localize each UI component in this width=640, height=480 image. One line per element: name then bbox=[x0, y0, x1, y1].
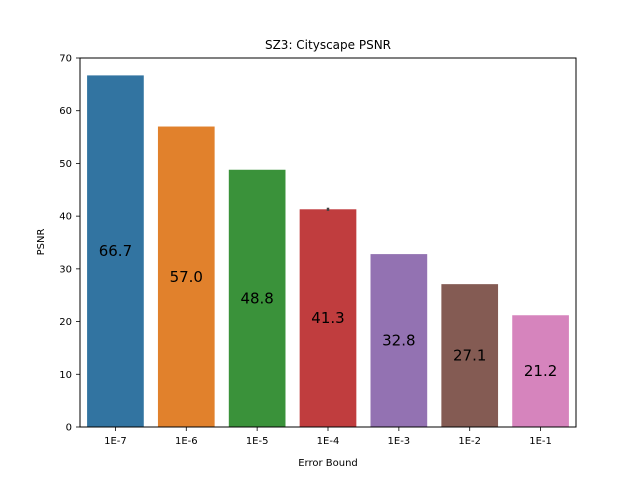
y-axis-title: PSNR bbox=[36, 229, 47, 256]
x-tick-label-1E-1: 1E-1 bbox=[529, 436, 552, 447]
x-axis-title: Error Bound bbox=[298, 458, 358, 469]
bar-1E-4 bbox=[299, 209, 357, 427]
y-tick-label-50: 50 bbox=[59, 159, 72, 170]
bar-1E-7 bbox=[87, 75, 144, 427]
x-tick-label-1E-3: 1E-3 bbox=[388, 436, 411, 447]
data-label-1E-6: 57.0 bbox=[170, 268, 203, 286]
y-tick-label-40: 40 bbox=[59, 212, 72, 223]
y-tick-label-0: 0 bbox=[66, 423, 72, 434]
bar-1E-1 bbox=[512, 315, 569, 427]
x-tick-label-1E-7: 1E-7 bbox=[104, 436, 127, 447]
y-tick-label-30: 30 bbox=[59, 264, 72, 275]
plot-frame bbox=[79, 57, 577, 428]
data-label-1E-4: 41.3 bbox=[311, 309, 344, 327]
data-label-1E-3: 32.8 bbox=[382, 332, 415, 350]
bar-1E-6 bbox=[157, 126, 215, 428]
y-tick-label-10: 10 bbox=[59, 370, 72, 381]
plot-area: 66.7 1E-7 57.0 1E-6 48.8 1E-5 41.3 1E-4 32.8 1E-3… bbox=[59, 54, 569, 447]
x-tick-label-1E-4: 1E-4 bbox=[317, 436, 340, 447]
bar-1E-5 bbox=[228, 169, 286, 428]
x-tick-label-1E-2: 1E-2 bbox=[458, 436, 481, 447]
data-label-1E-2: 27.1 bbox=[453, 347, 486, 365]
chart-title: SZ3: Cityscape PSNR bbox=[265, 38, 391, 52]
x-tick-label-1E-5: 1E-5 bbox=[246, 436, 269, 447]
y-tick-label-20: 20 bbox=[59, 317, 72, 328]
bar-1E-3 bbox=[370, 254, 428, 427]
x-tick-label-1E-6: 1E-6 bbox=[175, 436, 198, 447]
data-label-1E-1: 21.2 bbox=[524, 362, 557, 380]
y-tick-label-60: 60 bbox=[59, 106, 72, 117]
data-label-1E-7: 66.7 bbox=[99, 242, 132, 260]
data-label-1E-5: 48.8 bbox=[240, 289, 273, 307]
y-tick-label-70: 70 bbox=[59, 54, 72, 65]
bar-1E-2 bbox=[441, 284, 499, 427]
